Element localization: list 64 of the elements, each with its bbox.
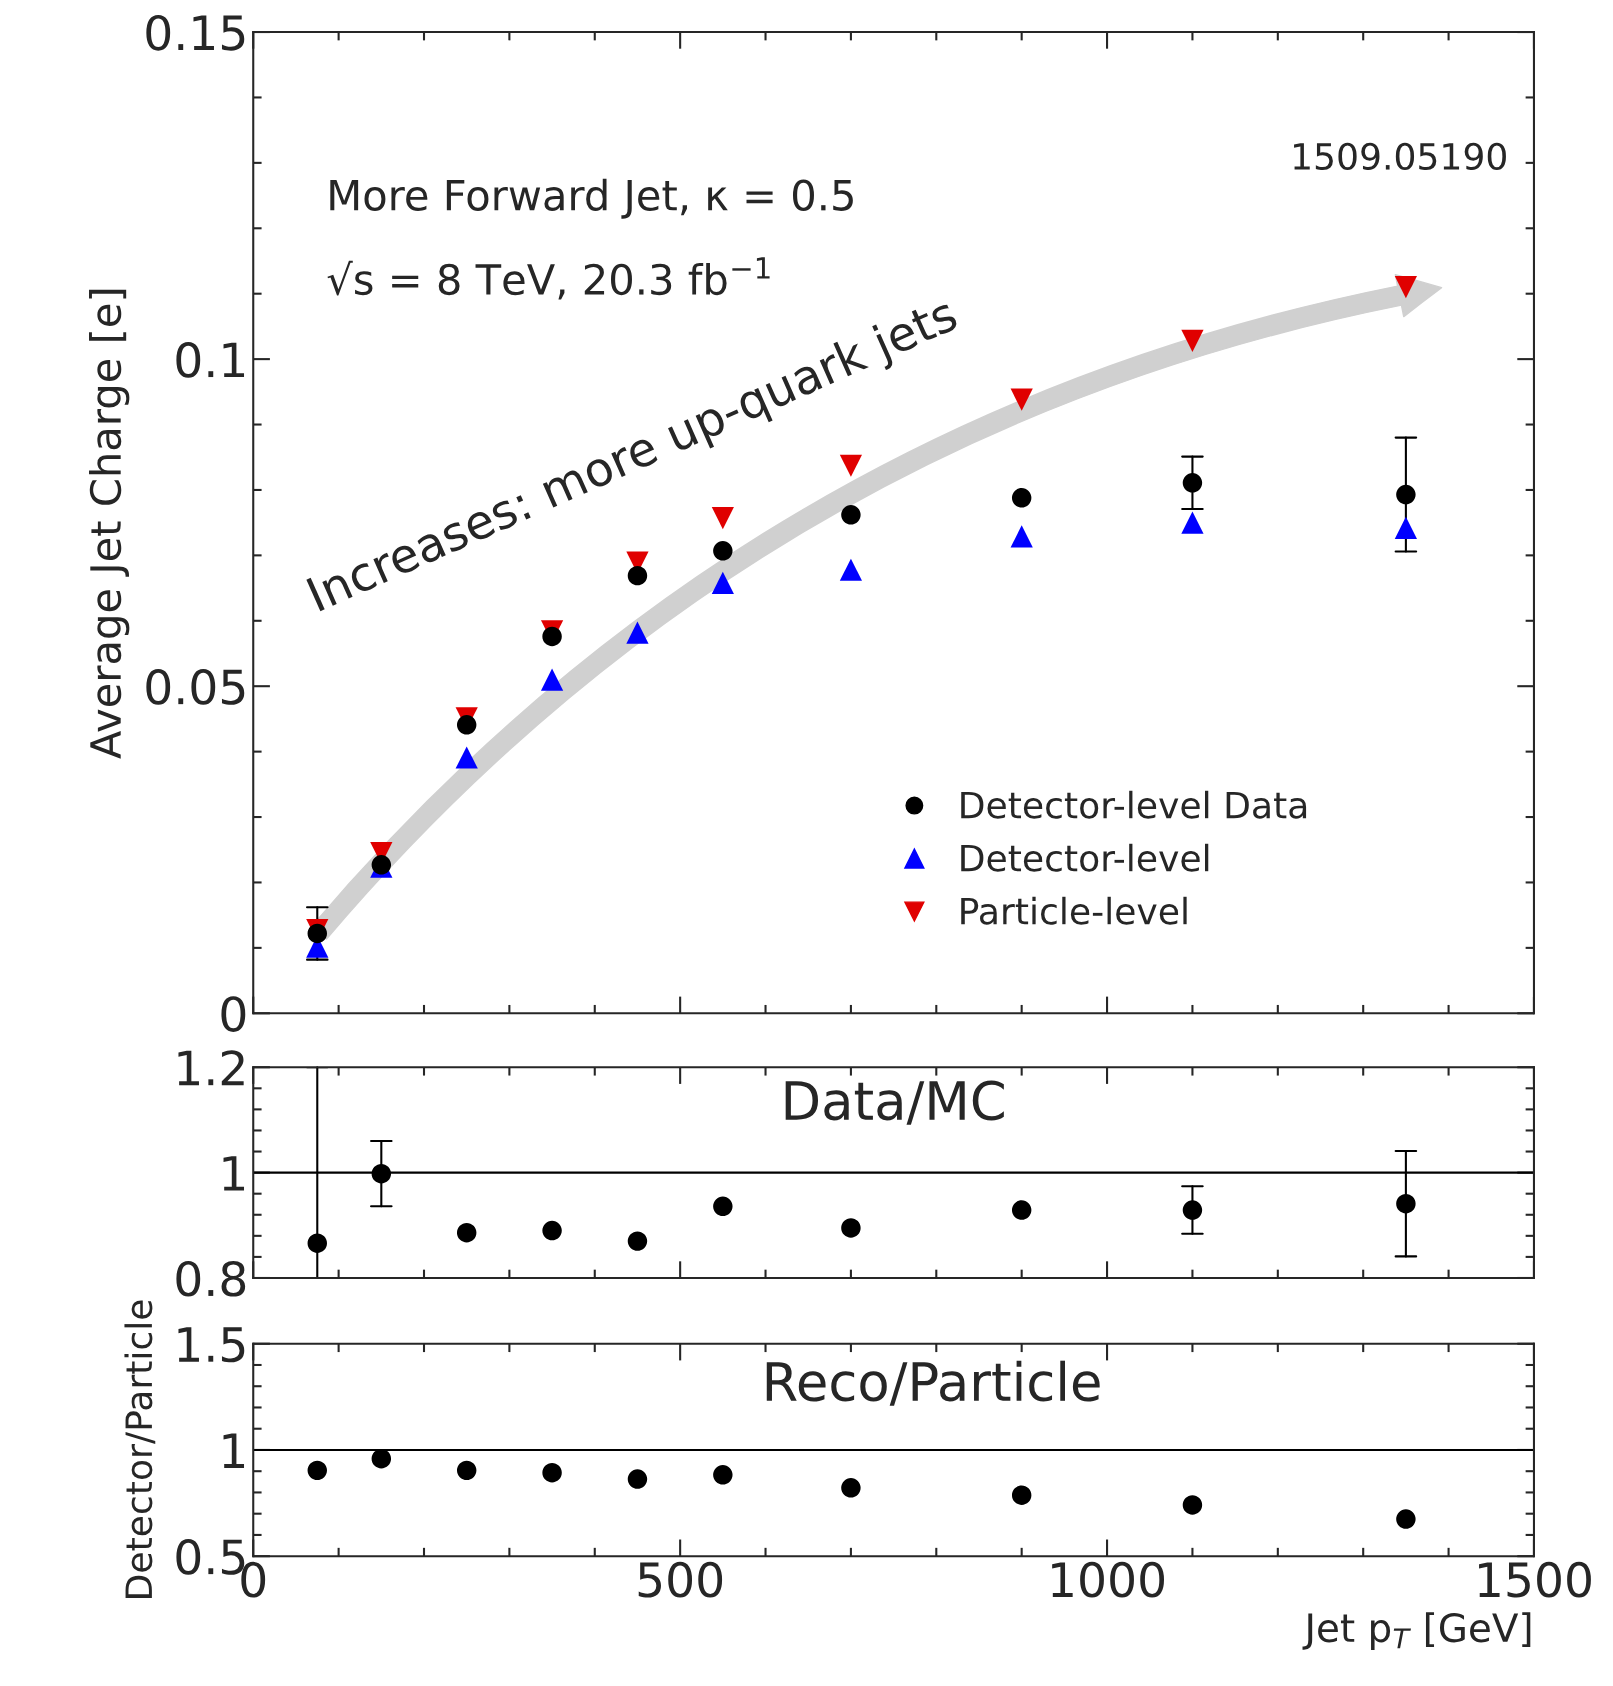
point xyxy=(839,558,863,581)
legend-label: Detector-level xyxy=(961,843,1209,872)
point xyxy=(1396,1193,1416,1214)
point xyxy=(542,1220,562,1241)
point xyxy=(711,506,734,530)
point xyxy=(841,1218,861,1238)
point xyxy=(627,1469,648,1489)
point xyxy=(1181,511,1204,534)
point xyxy=(627,565,648,586)
annotation: √s = 8 TeV, 20.3 fb$^{−1}$ xyxy=(327,257,770,300)
legend-label: Particle-level xyxy=(961,896,1187,925)
point xyxy=(1010,388,1033,411)
point xyxy=(841,505,861,525)
y-tick-label: 1.2 xyxy=(178,1050,244,1086)
annotation: Data/MC xyxy=(785,1080,1004,1125)
point xyxy=(540,668,564,691)
y-tick-label: 0.8 xyxy=(176,1260,246,1297)
point xyxy=(1011,1485,1032,1505)
point xyxy=(713,541,733,561)
point xyxy=(1394,516,1417,539)
point xyxy=(456,1222,477,1243)
point xyxy=(1182,473,1203,493)
point xyxy=(456,715,477,735)
point xyxy=(542,626,562,647)
point xyxy=(841,1478,861,1498)
point xyxy=(1182,1495,1203,1515)
point xyxy=(839,454,863,477)
annotation: 1509.05190 xyxy=(1294,142,1506,171)
point xyxy=(371,1163,392,1184)
point xyxy=(455,746,478,769)
point xyxy=(1396,1509,1416,1529)
point xyxy=(542,1462,562,1483)
y-tick-label: 0.05 xyxy=(146,669,245,705)
legend-label: Detector-level Data xyxy=(961,790,1307,819)
point xyxy=(1394,276,1417,299)
point xyxy=(711,571,734,594)
point xyxy=(307,1460,327,1481)
y-tick-label: 1.5 xyxy=(178,1327,245,1363)
point xyxy=(456,1460,477,1481)
annotation: Reco/Particle xyxy=(766,1360,1100,1406)
point xyxy=(1181,329,1204,352)
point xyxy=(626,621,649,644)
point xyxy=(713,1465,733,1485)
point xyxy=(307,1233,327,1253)
point xyxy=(713,1196,733,1217)
x-tick-label: 1500 xyxy=(1479,1561,1591,1598)
point xyxy=(627,1231,648,1251)
point xyxy=(1396,484,1416,505)
annotation: More Forward Jet, κ = 0.5 xyxy=(330,178,853,219)
y-tick-label: 1 xyxy=(223,1433,245,1468)
point xyxy=(1011,1200,1032,1220)
y-tick-label: 0.1 xyxy=(176,342,245,378)
y-tick-label: 0.15 xyxy=(146,14,245,51)
point xyxy=(1010,525,1033,548)
y-axis-title: Detector/Particle xyxy=(124,1300,156,1598)
x-tick-label: 1000 xyxy=(1052,1561,1165,1598)
x-tick-label: 500 xyxy=(638,1561,723,1598)
point xyxy=(1182,1200,1203,1220)
y-tick-label: 1 xyxy=(223,1156,245,1191)
y-axis-title: Average Jet Charge [e] xyxy=(89,289,130,759)
point xyxy=(1011,488,1032,508)
x-axis-title: Jet p$_{T}$ [GeV] xyxy=(1302,1612,1531,1650)
y-tick-label: 0 xyxy=(221,996,246,1032)
point xyxy=(371,1448,392,1469)
